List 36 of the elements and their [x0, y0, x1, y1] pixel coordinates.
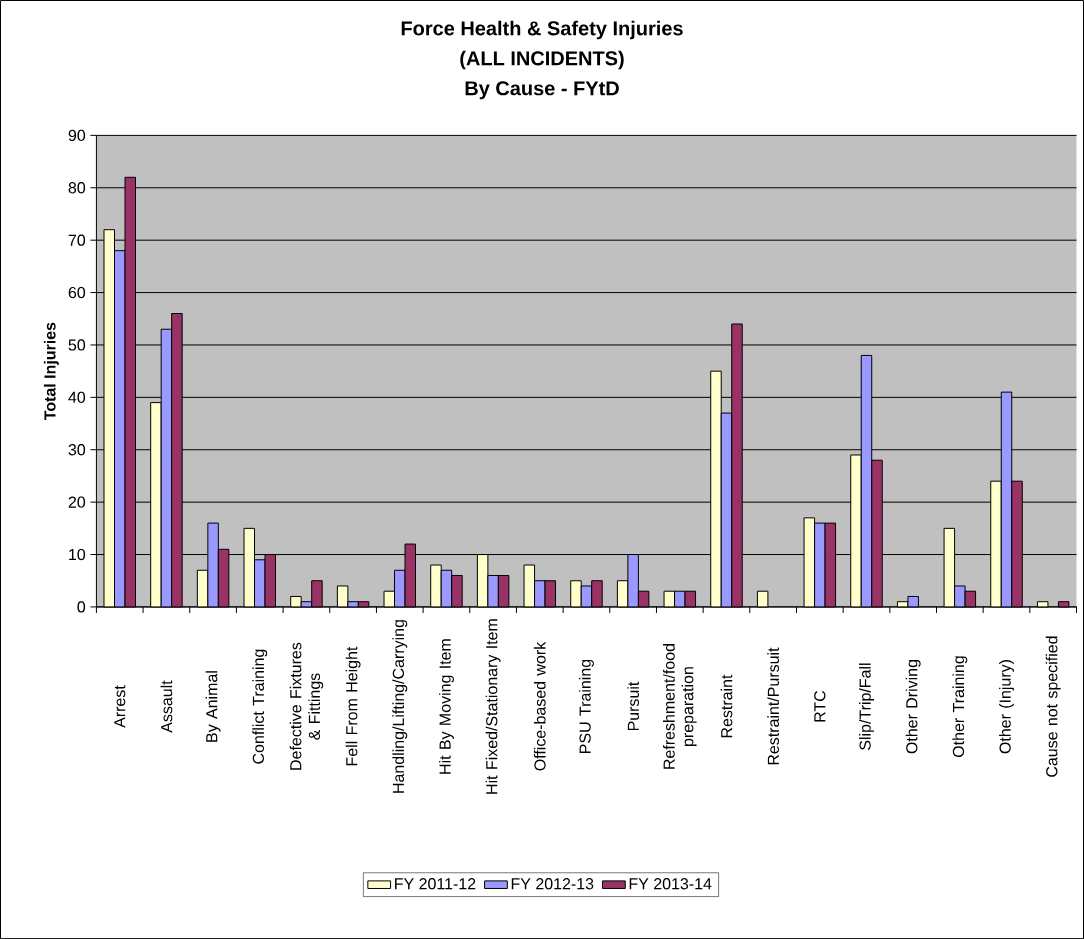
y-axis-title: Total Injuries	[43, 322, 59, 421]
x-tick-label: Other Driving	[905, 660, 921, 754]
x-tick-label: Cause not specified	[1045, 636, 1061, 777]
y-tick-label: 40	[68, 391, 86, 403]
x-tick-label: Other Training	[952, 656, 968, 757]
x-tick-label: Conflict Training	[252, 649, 268, 764]
y-tick-label: 90	[68, 129, 86, 141]
x-tick-label: Fell From Height	[345, 646, 361, 766]
x-tick-label: Handling/Lifting/Carrying	[392, 620, 408, 793]
y-tick-label: 50	[68, 339, 86, 351]
x-tick-label: Hit Fixed/Stationary Item	[485, 619, 501, 794]
y-tick-label: 10	[69, 548, 86, 561]
y-tick-label: 70	[68, 234, 86, 246]
y-tick-label: 0	[77, 601, 86, 613]
y-tick-label: 20	[68, 496, 86, 508]
x-tick-label: Pursuit	[627, 681, 639, 731]
y-tick-label: 30	[68, 444, 86, 456]
y-tick-label: 80	[68, 182, 86, 194]
x-tick-label: Defective Fixtures & Fittings	[289, 642, 324, 770]
x-tick-label: Restraint	[720, 674, 733, 738]
x-tick-label: Other (Injury)	[999, 659, 1014, 754]
x-tick-label: Restraint/Pursuit	[767, 647, 780, 765]
x-tick-label: Office-based work	[533, 641, 546, 771]
legend-label: FY 2011-12	[395, 878, 476, 890]
x-tick-label: Arrest	[114, 685, 126, 728]
x-tick-label: Slip/Trip/Fall	[859, 663, 874, 750]
legend-label: FY 2012-13	[511, 878, 594, 890]
x-tick-label: Assault	[160, 680, 173, 733]
legend-label: FY 2013-14	[629, 878, 712, 890]
x-tick-label: Hit By Moving Item	[439, 639, 454, 774]
x-tick-label: Refreshment/food preparation	[663, 644, 697, 769]
y-tick-label: 60	[68, 286, 86, 299]
x-tick-label: RTC	[814, 690, 826, 722]
x-tick-label: PSU Training	[579, 659, 594, 753]
x-tick-label: By Animal	[205, 671, 221, 742]
chart-title: Force Health & Safety Injuries (ALL INCIDENTS) By Cause - FYtD	[401, 20, 683, 100]
